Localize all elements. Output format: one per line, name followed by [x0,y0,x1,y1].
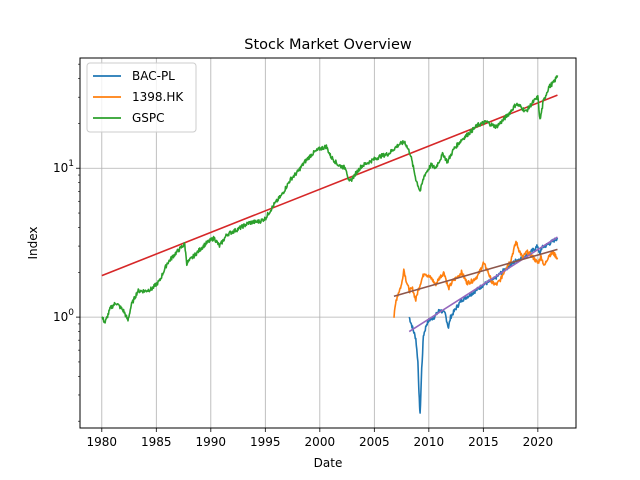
x-tick-label: 2015 [468,435,499,449]
x-axis-title: Date [314,456,343,470]
grid [80,58,576,428]
trendline [101,94,558,277]
axis-ticks: 1980 1985 1990 1995 2000 2005 2010 2015 20201001… [53,63,554,449]
trendline [393,248,558,298]
y-tick-base: 10 [53,310,68,324]
legend-label: BAC-PL [132,69,175,83]
y-tick-exponent: 1 [68,159,74,169]
y-tick-label: 101 [53,159,74,175]
x-tick-label: 2020 [523,435,554,449]
x-tick-label: 1990 [196,435,227,449]
y-tick-exponent: 0 [68,308,74,318]
y-tick-base: 10 [53,161,68,175]
y-tick-label: 100 [53,308,74,324]
x-tick-label: 1995 [250,435,281,449]
trendlines [101,94,558,277]
legend-label: 1398.HK [132,90,184,104]
x-tick-label: 2010 [414,435,445,449]
plot-frame [79,57,577,429]
y-axis-title: Index [26,226,40,259]
series-lines [101,75,559,414]
legend: BAC-PL 1398.HK GSPC [86,62,197,133]
x-tick-label: 1985 [141,435,172,449]
chart-title: Stock Market Overview [244,37,412,53]
x-tick-label: 2005 [359,435,390,449]
legend-label: GSPC [132,111,165,125]
series-line [101,75,559,324]
x-tick-label: 1980 [87,435,118,449]
x-tick-label: 2000 [305,435,336,449]
series-line [393,240,559,318]
legend-box [86,62,197,133]
trendline [408,236,558,333]
